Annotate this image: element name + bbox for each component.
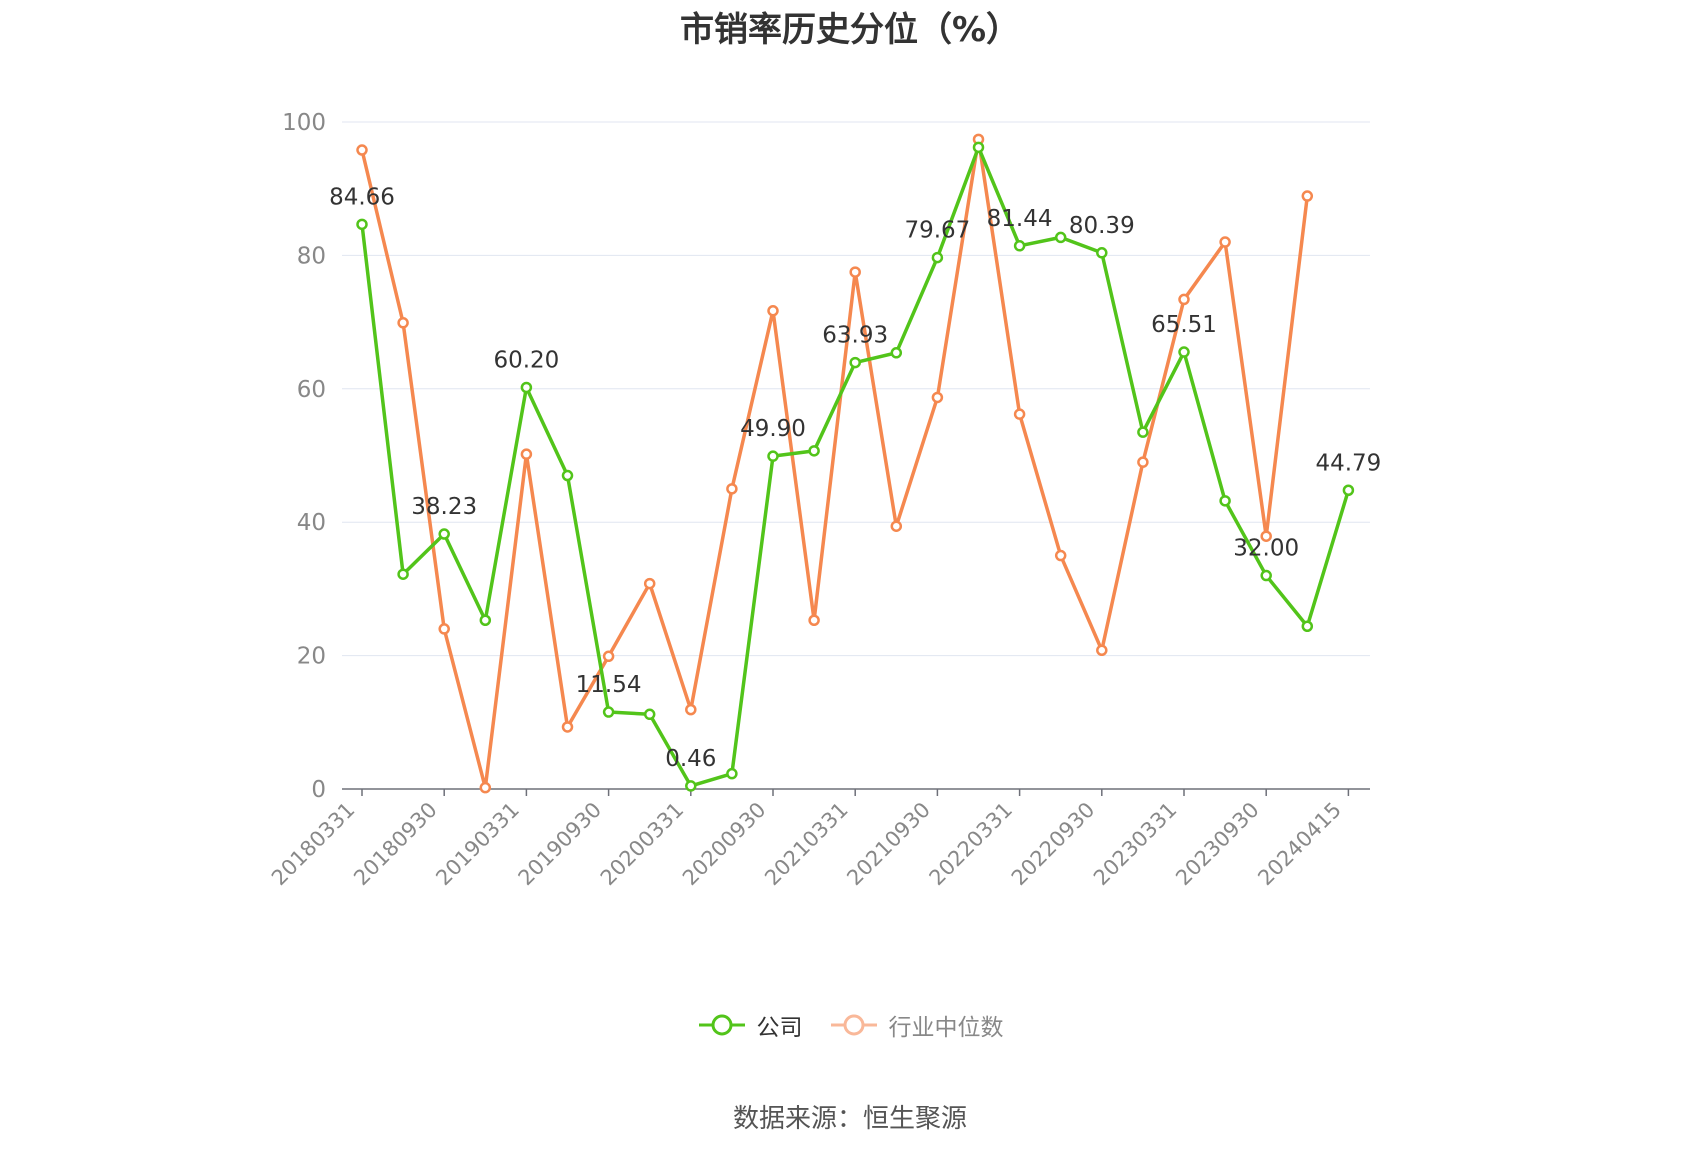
data-labels: 84.66 38.23 60.20 11.54 0.46 49.90 63.93 79.67 8… (329, 184, 1381, 772)
line-chart: 0 20 40 60 80 100 201803312018093020190331201… (267, 110, 1381, 891)
x-tick-label: 20240415 (1253, 798, 1346, 891)
x-tick-label: 20180930 (349, 798, 442, 891)
legend-company-icon (698, 1014, 745, 1036)
data-point-1 (356, 144, 368, 156)
data-point-0 (1137, 426, 1149, 438)
data-point-1 (1054, 549, 1067, 562)
data-point-0 (685, 780, 697, 792)
legend-industry-icon (830, 1014, 877, 1036)
data-label: 79.67 (904, 218, 970, 244)
data-point-0 (520, 381, 533, 394)
data-label: 49.90 (740, 416, 806, 442)
data-point-1 (561, 721, 574, 733)
data-label: 0.46 (665, 746, 716, 772)
data-point-1 (643, 577, 656, 590)
data-point-1 (1137, 456, 1149, 468)
x-tick-label: 20220930 (1007, 798, 1100, 891)
data-point-1 (1301, 190, 1314, 202)
data-point-1 (520, 448, 533, 460)
x-tick-label: 20210930 (842, 798, 935, 891)
grid-lines (342, 121, 1370, 657)
data-point-0 (1013, 240, 1026, 252)
data-point-1 (479, 781, 492, 794)
x-tick-label: 20180331 (267, 798, 360, 891)
data-point-1 (890, 520, 903, 532)
series-points (356, 133, 1355, 794)
data-point-1 (808, 614, 820, 626)
data-point-0 (1342, 484, 1355, 497)
data-point-0 (890, 347, 903, 359)
data-label: 60.20 (493, 347, 559, 373)
data-point-1 (397, 317, 409, 329)
data-point-1 (1219, 236, 1231, 248)
legend-company-label: 公司 (756, 1015, 803, 1041)
data-label: 65.51 (1151, 312, 1217, 338)
x-tick-label: 20200930 (678, 798, 771, 891)
data-point-1 (602, 650, 615, 663)
x-tick-label: 20230331 (1089, 798, 1182, 891)
data-point-0 (849, 356, 861, 369)
data-point-1 (685, 703, 697, 716)
x-tick-label: 20220331 (925, 798, 1018, 891)
data-point-0 (931, 251, 944, 264)
data-label: 80.39 (1069, 213, 1135, 239)
data-point-0 (356, 218, 368, 231)
data-point-1 (1096, 644, 1108, 657)
data-point-0 (1301, 620, 1314, 633)
data-label: 63.93 (822, 323, 888, 349)
data-label: 32.00 (1233, 536, 1299, 562)
series-line-1 (360, 137, 1310, 790)
y-axis: 0 20 40 60 80 100 (282, 110, 326, 803)
data-point-1 (767, 305, 779, 317)
data-label: 81.44 (987, 206, 1053, 232)
data-label: 84.66 (329, 184, 395, 210)
data-point-1 (1260, 530, 1272, 542)
legend-industry-label: 行业中位数 (888, 1015, 1004, 1041)
data-point-1 (726, 483, 738, 495)
data-point-0 (479, 614, 492, 626)
data-point-0 (1054, 231, 1067, 244)
data-point-0 (808, 445, 820, 457)
legend-item-company[interactable]: 公司 (697, 1008, 803, 1042)
data-point-1 (1013, 408, 1026, 420)
y-tick-label: 60 (297, 377, 326, 403)
data-point-0 (438, 528, 450, 540)
y-tick-label: 0 (311, 777, 326, 803)
x-tick-label: 20190930 (514, 798, 607, 891)
series-line-0 (360, 145, 1351, 788)
data-point-0 (726, 767, 738, 780)
data-label: 38.23 (411, 494, 477, 520)
x-axis: 2018033120180930201903312019093020200331… (267, 788, 1370, 891)
x-tick-label: 20190331 (431, 798, 524, 891)
chart-title: 市销率历史分位（%） (679, 10, 1021, 50)
data-point-0 (561, 469, 574, 482)
data-point-1 (931, 391, 944, 404)
y-tick-label: 40 (297, 510, 326, 536)
data-point-0 (1260, 569, 1272, 582)
data-source: 数据来源：恒生聚源 (732, 1104, 967, 1134)
x-tick-label: 20210331 (760, 798, 853, 891)
data-point-0 (767, 450, 779, 462)
series-lines (360, 137, 1351, 790)
data-point-1 (1178, 293, 1190, 306)
x-tick-label: 20200331 (596, 798, 689, 891)
data-label: 11.54 (576, 672, 642, 698)
data-point-0 (1096, 247, 1108, 259)
data-point-0 (972, 141, 985, 154)
y-tick-label: 80 (297, 243, 326, 269)
data-point-0 (643, 708, 656, 721)
data-point-0 (602, 706, 615, 718)
data-point-0 (1219, 495, 1231, 507)
data-label: 44.79 (1315, 450, 1381, 476)
data-point-1 (438, 623, 450, 635)
data-point-0 (397, 568, 409, 580)
y-tick-label: 100 (282, 110, 326, 136)
x-tick-label: 20230930 (1171, 798, 1264, 891)
data-point-0 (1178, 346, 1190, 358)
data-point-1 (849, 266, 861, 278)
y-tick-label: 20 (297, 644, 326, 670)
legend-item-industry[interactable]: 行业中位数 (829, 1008, 1004, 1042)
legend: 公司 行业中位数 (0, 1008, 1700, 1042)
